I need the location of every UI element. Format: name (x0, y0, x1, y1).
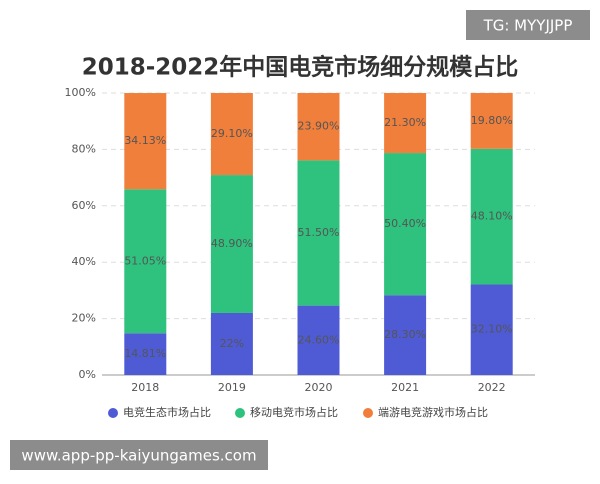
value-label: 19.80% (471, 114, 513, 127)
legend-marker (363, 408, 373, 418)
value-label: 29.10% (211, 127, 253, 140)
value-label: 23.90% (298, 120, 340, 133)
bar-segment (210, 312, 253, 375)
bar-segment (124, 93, 167, 190)
bar-segment (124, 333, 167, 375)
legend-marker (108, 408, 118, 418)
value-label: 21.30% (384, 116, 426, 129)
x-tick-label: 2020 (305, 381, 333, 394)
y-tick-label: 0% (79, 368, 96, 381)
bar-segment (384, 93, 427, 154)
value-label: 50.40% (384, 217, 426, 230)
chart-title: 2018-2022年中国电竞市场细分规模占比 (82, 54, 519, 81)
url-text: www.app-pp-kaiyungames.com (21, 447, 256, 465)
value-label: 51.50% (298, 226, 340, 239)
y-tick-label: 40% (72, 255, 96, 268)
value-label: 48.10% (471, 210, 513, 223)
value-label: 48.90% (211, 237, 253, 250)
bar-segment (384, 153, 427, 296)
y-tick-label: 80% (72, 142, 96, 155)
value-label: 22% (220, 337, 244, 350)
x-tick-label: 2021 (391, 381, 419, 394)
bar-segment (210, 93, 253, 176)
legend-label: 端游电竞游戏市场占比 (378, 405, 488, 419)
bar-segment (124, 189, 167, 334)
legend-marker (235, 408, 245, 418)
value-label: 51.05% (124, 254, 166, 267)
bar-segment (470, 93, 513, 149)
y-tick-label: 20% (72, 312, 96, 325)
y-tick-label: 100% (65, 86, 96, 99)
value-label: 34.13% (124, 134, 166, 147)
x-tick-label: 2019 (218, 381, 246, 394)
x-tick-label: 2022 (478, 381, 506, 394)
bar-segment (470, 148, 513, 285)
y-tick-label: 60% (72, 199, 96, 212)
tag-text: TG: MYYJJPP (483, 17, 573, 35)
legend-label: 电竞生态市场占比 (123, 405, 211, 419)
bar-segment (384, 295, 427, 375)
bar-segment (297, 160, 340, 306)
legend-label: 移动电竞市场占比 (250, 405, 338, 419)
value-label: 32.10% (471, 323, 513, 336)
x-tick-label: 2018 (131, 381, 159, 394)
value-label: 14.81% (124, 347, 166, 360)
value-label: 24.60% (298, 333, 340, 346)
tag-badge (466, 10, 590, 40)
url-badge (10, 440, 268, 470)
bar-segment (470, 284, 513, 375)
bar-segment (297, 305, 340, 375)
bar-segment (210, 175, 253, 313)
value-label: 28.30% (384, 328, 426, 341)
bar-segment (297, 93, 340, 161)
